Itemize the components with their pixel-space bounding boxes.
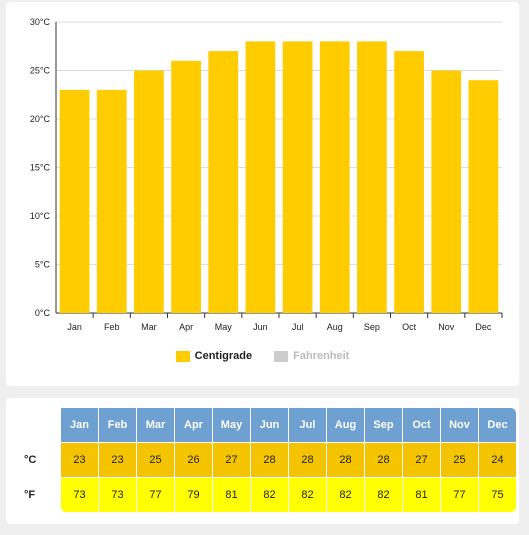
bar-oct xyxy=(394,51,424,313)
legend-label-centigrade: Centigrade xyxy=(194,350,253,362)
celsius-cell: 27 xyxy=(213,442,251,477)
bar-mar xyxy=(134,70,164,313)
fahrenheit-cell: 79 xyxy=(175,477,213,512)
bar-jan xyxy=(59,89,90,314)
month-header: Apr xyxy=(175,408,213,442)
x-tick-label: Sep xyxy=(364,322,380,332)
fahrenheit-cell: 73 xyxy=(99,477,137,512)
fahrenheit-cell: 82 xyxy=(251,477,289,512)
month-header: Jun xyxy=(251,408,289,442)
month-header: Aug xyxy=(327,408,365,442)
month-header-row: Jan Feb Mar Apr May Jun Jul Aug Sep Oct … xyxy=(14,408,516,442)
fahrenheit-cell: 81 xyxy=(213,477,251,512)
x-tick-label: Jun xyxy=(253,322,268,332)
y-tick-label: 30°C xyxy=(30,17,51,27)
fahrenheit-cell: 73 xyxy=(61,477,99,512)
x-tick-label: May xyxy=(215,322,233,332)
legend-item-centigrade[interactable]: Centigrade xyxy=(175,350,253,362)
bar-dec xyxy=(468,80,499,313)
temperature-table: Jan Feb Mar Apr May Jun Jul Aug Sep Oct … xyxy=(14,408,516,512)
x-tick-label: Mar xyxy=(141,322,157,332)
y-tick-label: 0°C xyxy=(35,308,51,318)
bar-apr xyxy=(171,60,201,313)
celsius-cell: 24 xyxy=(479,442,516,477)
fahrenheit-cell: 82 xyxy=(365,477,403,512)
celsius-cell: 28 xyxy=(327,442,365,477)
fahrenheit-cell: 75 xyxy=(479,477,516,512)
legend-item-fahrenheit[interactable]: Fahrenheit xyxy=(274,350,349,362)
y-tick-label: 25°C xyxy=(30,66,51,76)
bar-aug xyxy=(319,41,350,314)
bar-jun xyxy=(245,41,276,314)
month-header: Dec xyxy=(479,408,516,442)
y-tick-label: 20°C xyxy=(30,114,51,124)
month-header: Feb xyxy=(99,408,137,442)
x-tick-label: Jul xyxy=(292,322,304,332)
x-tick-label: Jan xyxy=(67,322,82,332)
celsius-row: °C 23 23 25 26 27 28 28 28 28 27 25 24 xyxy=(14,442,516,477)
y-tick-label: 10°C xyxy=(30,211,51,221)
celsius-cell: 27 xyxy=(403,442,441,477)
celsius-cell: 23 xyxy=(61,442,99,477)
chart-card: 0°C 5°C 10°C 15°C 20°C 25°C 30°C Jan Feb Mar Apr Ma… xyxy=(6,2,519,386)
x-tick-label: Nov xyxy=(438,322,455,332)
x-tick-label: Dec xyxy=(475,322,492,332)
x-tick-label: Aug xyxy=(327,322,343,332)
fahrenheit-cell: 82 xyxy=(289,477,327,512)
x-tick-label: Feb xyxy=(104,322,120,332)
chart-legend: Centigrade Fahrenheit xyxy=(6,350,519,362)
fahrenheit-row: °F 73 73 77 79 81 82 82 82 82 81 77 75 xyxy=(14,477,516,512)
y-tick-label: 5°C xyxy=(35,260,51,270)
legend-swatch-centigrade xyxy=(175,350,190,362)
celsius-cell: 28 xyxy=(365,442,403,477)
bar-may xyxy=(208,51,239,313)
legend-swatch-fahrenheit xyxy=(274,350,289,362)
month-header: Mar xyxy=(137,408,175,442)
month-header: Nov xyxy=(441,408,479,442)
y-tick-label: 15°C xyxy=(30,163,51,173)
bar-feb xyxy=(96,89,127,314)
celsius-cell: 23 xyxy=(99,442,137,477)
celsius-cell: 26 xyxy=(175,442,213,477)
fahrenheit-cell: 77 xyxy=(137,477,175,512)
x-tick-label: Apr xyxy=(179,322,193,332)
legend-label-fahrenheit: Fahrenheit xyxy=(293,350,350,362)
month-header: Oct xyxy=(403,408,441,442)
month-header: Jul xyxy=(289,408,327,442)
temperature-table-card: Jan Feb Mar Apr May Jun Jul Aug Sep Oct … xyxy=(6,398,519,524)
celsius-cell: 28 xyxy=(251,442,289,477)
month-header: May xyxy=(213,408,251,442)
bar-sep xyxy=(357,41,387,314)
bar-jul xyxy=(282,41,313,314)
celsius-cell: 28 xyxy=(289,442,327,477)
celsius-cell: 25 xyxy=(441,442,479,477)
celsius-cell: 25 xyxy=(137,442,175,477)
bar-nov xyxy=(431,70,462,313)
table-corner xyxy=(14,408,61,442)
month-header: Sep xyxy=(365,408,403,442)
month-header: Jan xyxy=(61,408,99,442)
fahrenheit-cell: 82 xyxy=(327,477,365,512)
fahrenheit-cell: 77 xyxy=(441,477,479,512)
temperature-bar-chart: 0°C 5°C 10°C 15°C 20°C 25°C 30°C Jan Feb Mar Apr Ma… xyxy=(30,17,503,332)
celsius-row-label: °C xyxy=(24,453,37,466)
fahrenheit-cell: 81 xyxy=(403,477,441,512)
x-tick-label: Oct xyxy=(402,322,417,332)
fahrenheit-row-label: °F xyxy=(24,488,36,501)
